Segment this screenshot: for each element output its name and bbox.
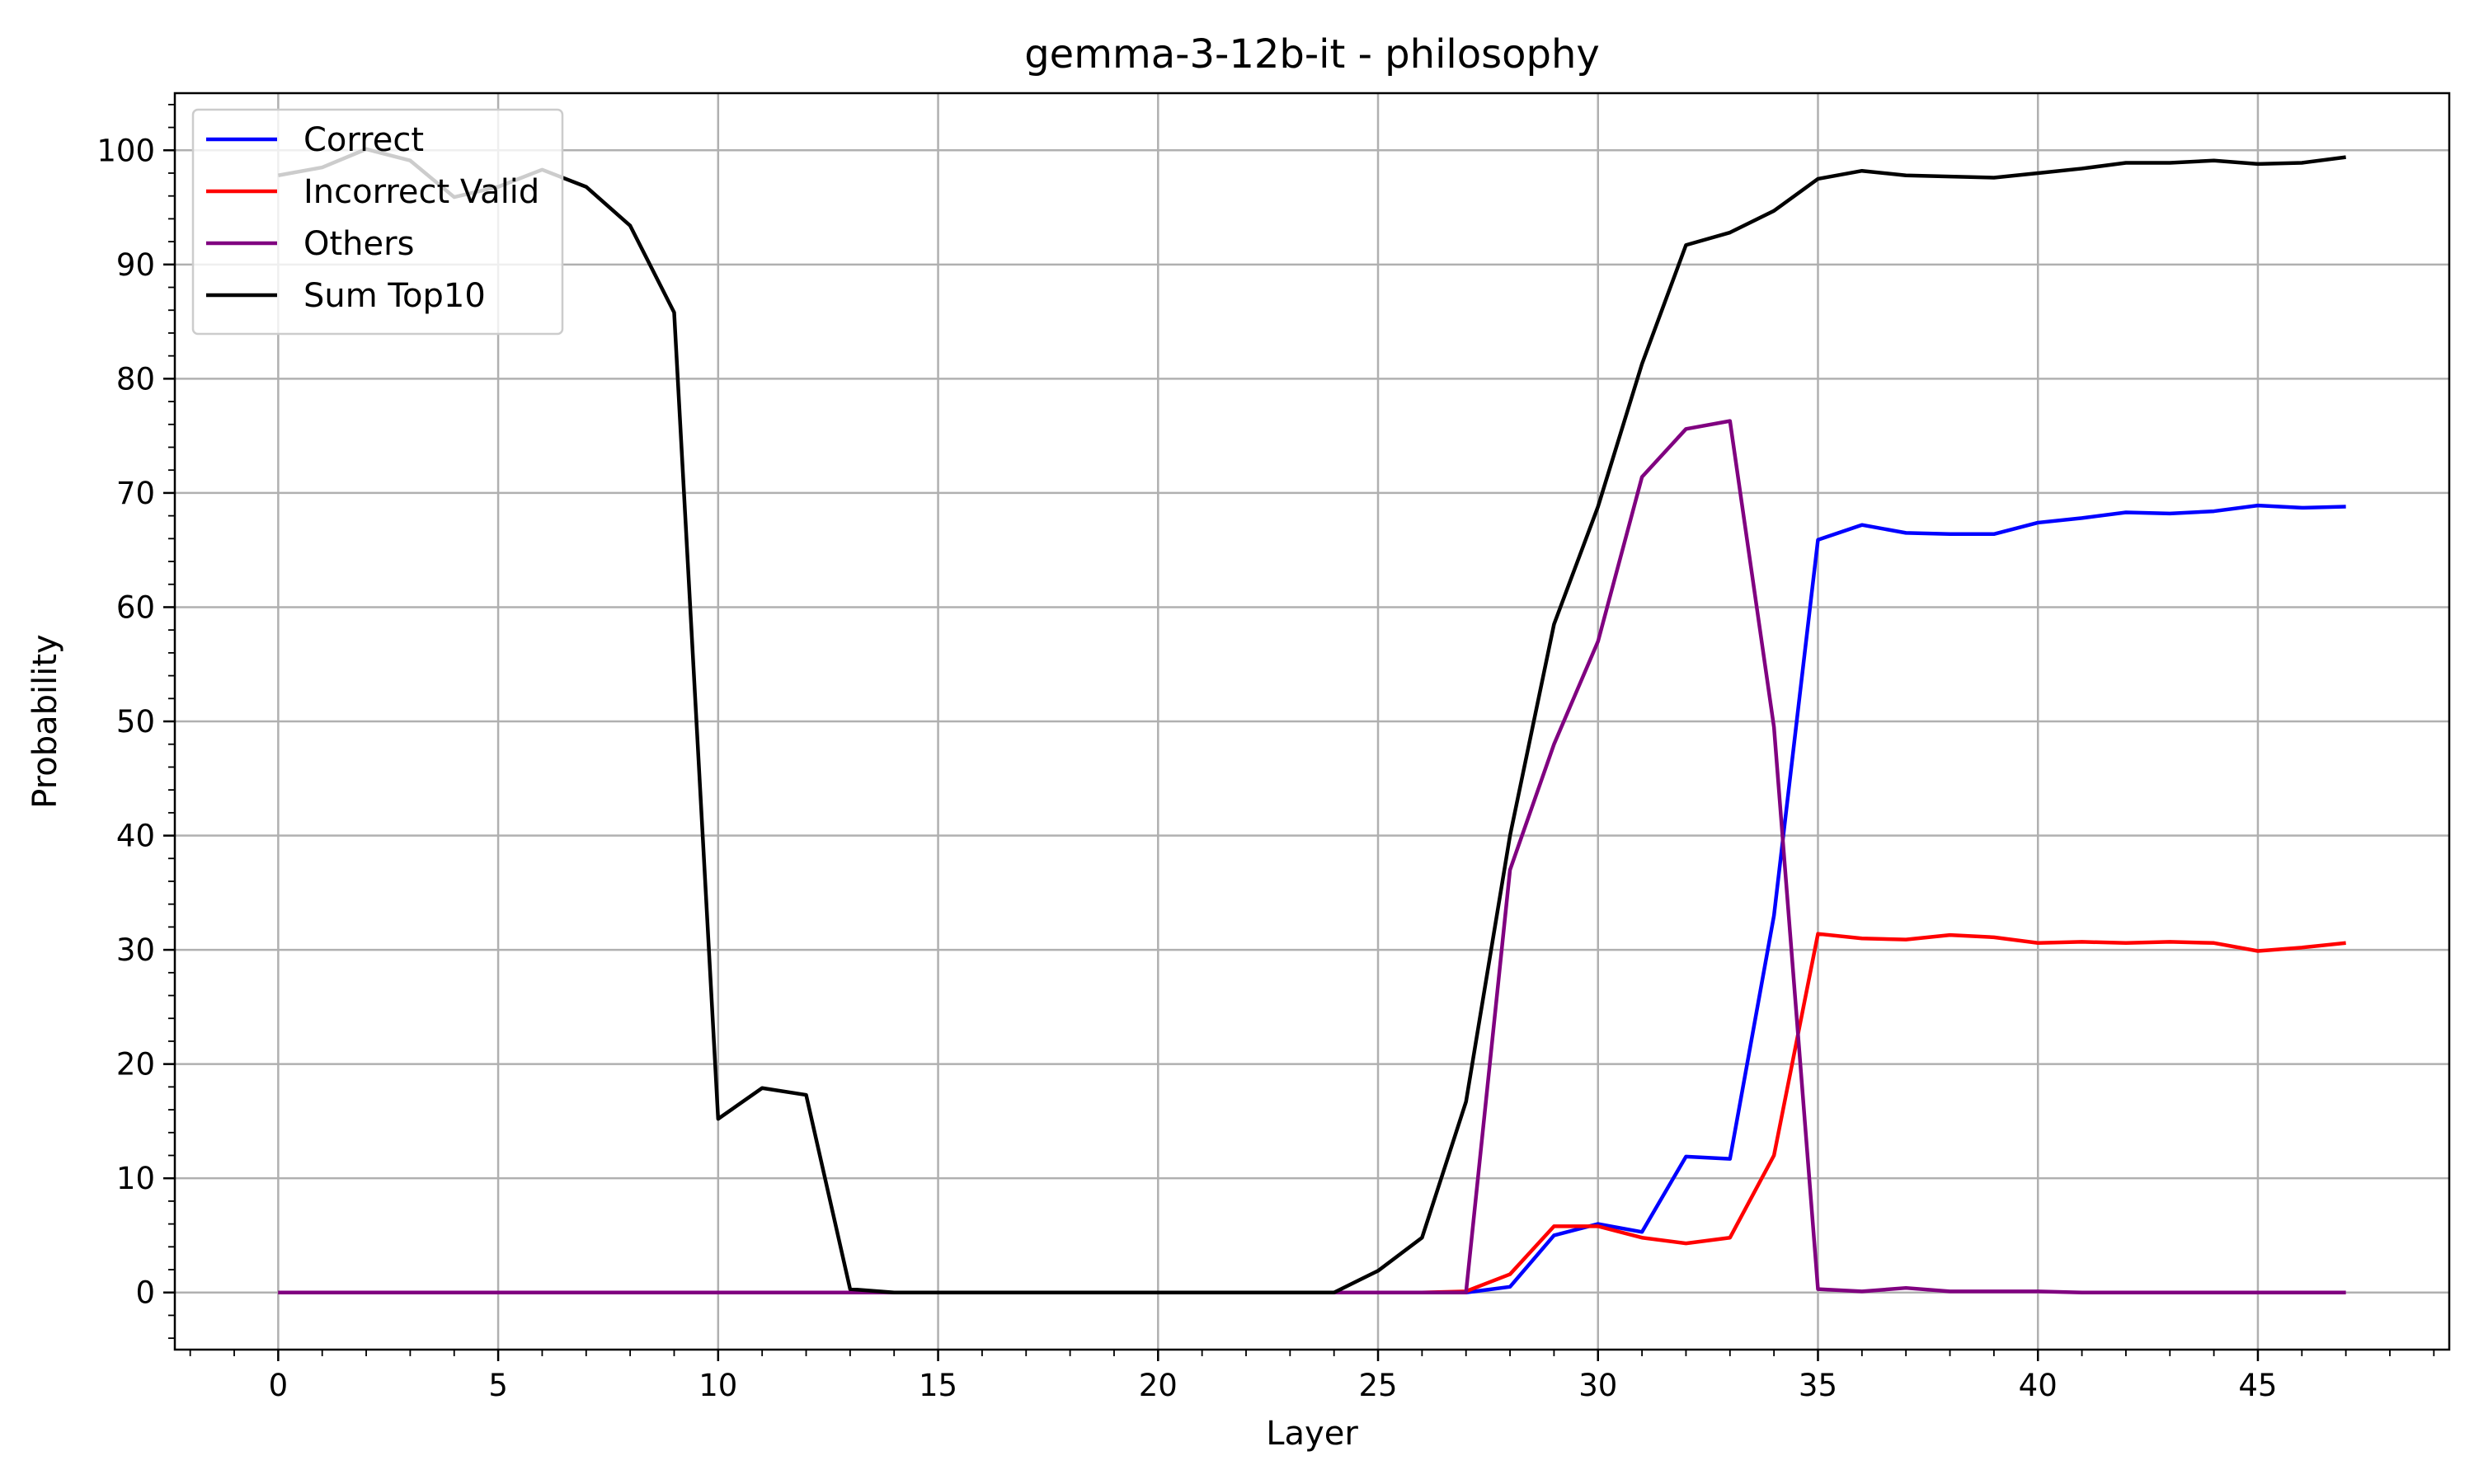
legend-label: Incorrect Valid <box>303 173 539 211</box>
series-line-correct <box>278 503 2346 1294</box>
legend-label: Correct <box>303 121 424 159</box>
chart-title: gemma-3-12b-it - philosophy <box>1024 31 1600 77</box>
y-tick-label: 90 <box>116 247 155 283</box>
y-tick-label: 30 <box>116 932 155 968</box>
y-tick-label: 10 <box>116 1161 155 1196</box>
x-tick-label: 0 <box>269 1368 289 1403</box>
series-line-others <box>278 419 2346 1294</box>
y-tick-label: 40 <box>116 819 155 854</box>
y-axis-label: Probability <box>26 634 64 808</box>
x-tick-label: 45 <box>2238 1368 2277 1403</box>
legend: Correct Incorrect Valid Others Sum Top10 <box>191 108 564 336</box>
x-axis-label: Layer <box>1266 1415 1358 1453</box>
x-tick-label: 25 <box>1358 1368 1397 1403</box>
x-tick-label: 20 <box>1139 1368 1178 1403</box>
x-tick-label: 5 <box>488 1368 508 1403</box>
legend-label: Others <box>303 225 414 263</box>
x-tick-label: 10 <box>698 1368 737 1403</box>
legend-label: Sum Top10 <box>303 277 486 315</box>
x-tick-label: 35 <box>1799 1368 1837 1403</box>
legend-box <box>191 108 564 336</box>
y-tick-label: 20 <box>116 1047 155 1082</box>
series-line-sum-top10 <box>277 147 2346 1294</box>
y-tick-label: 80 <box>116 361 155 397</box>
y-tick-label: 0 <box>135 1275 155 1311</box>
y-tick-label: 100 <box>96 133 155 168</box>
x-tick-label: 30 <box>1578 1368 1617 1403</box>
series-line-incorrect-valid <box>278 932 2346 1294</box>
y-tick-label: 60 <box>116 589 155 625</box>
x-tick-label: 40 <box>2019 1368 2058 1403</box>
y-tick-label: 70 <box>116 476 155 511</box>
series-lines <box>277 147 2346 1294</box>
axis-ticks: 0 5 10 15 20 25 30 35 40 45 0 10 20 30 40 50 60 70 80 90 100 <box>96 103 2435 1403</box>
y-tick-label: 50 <box>116 704 155 740</box>
x-tick-label: 15 <box>919 1368 957 1403</box>
